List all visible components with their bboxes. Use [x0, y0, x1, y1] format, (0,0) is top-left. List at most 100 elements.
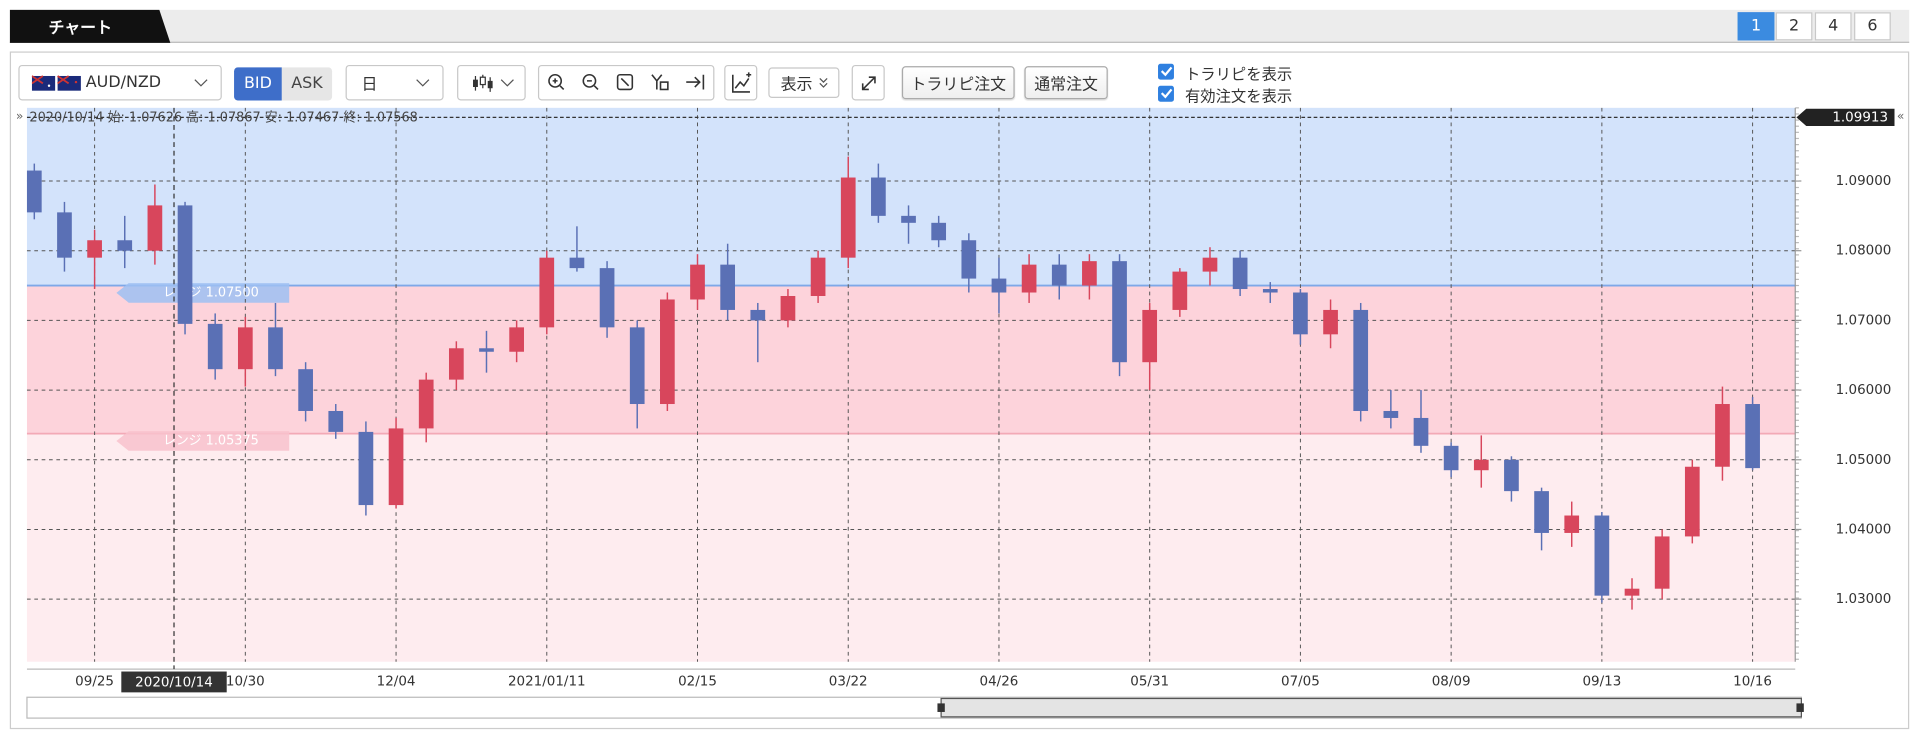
range-label: レンジ 1.07500 — [163, 285, 259, 300]
chevron — [500, 78, 514, 87]
candle-body — [1142, 309, 1158, 363]
collapse-left: » — [16, 109, 24, 123]
bid-button[interactable]: BID — [234, 67, 282, 101]
period-label: 日 — [361, 75, 378, 95]
chevron — [819, 77, 828, 88]
page-button[interactable]: 2 — [1775, 12, 1813, 41]
range-label: レンジ 1.05375 — [163, 433, 259, 448]
trarepi-order-button[interactable]: トラリピ注文 — [901, 66, 1015, 100]
candle-body — [1443, 445, 1459, 471]
indicator-button[interactable] — [724, 64, 758, 101]
crosshair-date: 2020/10/14 — [135, 675, 213, 691]
candle-body — [1021, 264, 1037, 293]
candle-body — [1684, 466, 1700, 537]
ask-button[interactable]: ASK — [281, 67, 333, 101]
fit[interactable] — [616, 73, 634, 91]
display-label: 表示 — [780, 75, 813, 95]
to-end[interactable] — [686, 74, 705, 90]
page-button[interactable]: 6 — [1854, 12, 1891, 41]
y-tick-label: 1.03000 — [1836, 591, 1892, 607]
x-tick-label: 12/04 — [377, 673, 416, 689]
y-lock[interactable] — [651, 74, 669, 91]
info-field-label: 安: — [265, 110, 282, 125]
checkboxes[interactable] — [1157, 62, 1177, 104]
y-tick-label: 1.09000 — [1836, 173, 1892, 189]
scroll-thumb[interactable] — [940, 697, 1802, 718]
candle-body — [1112, 261, 1127, 363]
check-label[interactable]: 有効注文を表示 — [1184, 87, 1293, 106]
tab-shape — [9, 9, 171, 43]
candle-body — [1534, 491, 1549, 533]
candle-body — [1202, 257, 1218, 272]
tab-title[interactable]: チャート — [48, 19, 113, 38]
x-tick-label: 10/30 — [226, 673, 265, 689]
pair-select[interactable]: AUD/NZD — [18, 64, 222, 101]
range-band — [26, 285, 1796, 434]
flags — [31, 74, 81, 91]
candle-body — [418, 379, 434, 429]
display-select[interactable]: 表示 — [768, 67, 840, 99]
ohlc-info: 2020/10/14 始: 1.07626 高: 1.07867 安: 1.07… — [29, 109, 417, 125]
x-tick-label: 04/26 — [980, 673, 1019, 689]
expand-button[interactable] — [851, 64, 885, 101]
check-label[interactable]: トラリピを表示 — [1184, 64, 1293, 84]
x-tick-label: 07/05 — [1281, 673, 1320, 689]
candle-body — [1504, 459, 1519, 492]
info-field-value: 1.07568 — [365, 110, 418, 125]
candle-body — [810, 257, 826, 296]
x-tick-label: 09/25 — [75, 673, 114, 689]
candle-body — [207, 323, 223, 370]
range-band — [26, 107, 1796, 286]
zoom-tools — [537, 64, 715, 101]
x-tick-label: 02/15 — [678, 673, 717, 689]
chevron — [416, 78, 430, 87]
collapse-right: « — [1897, 109, 1905, 123]
candle-body — [1413, 417, 1429, 446]
candle-icon — [473, 74, 493, 92]
y-tick-label: 1.08000 — [1836, 243, 1892, 259]
range-band — [26, 433, 1796, 662]
candle-body — [991, 278, 1007, 293]
candle-body — [509, 327, 524, 352]
chart-type-select[interactable] — [457, 64, 526, 101]
candle-body — [26, 170, 42, 213]
candle-body — [268, 327, 283, 370]
crosshair-date-box — [121, 671, 227, 693]
candle-body — [1051, 264, 1067, 286]
candle-body — [1232, 257, 1248, 290]
scroll-handle — [1796, 703, 1804, 712]
period-select[interactable]: 日 — [345, 64, 444, 101]
candle-body — [87, 240, 102, 258]
info-field-label: 終: — [343, 109, 360, 125]
candle-body — [1323, 309, 1338, 335]
candle-body — [479, 348, 494, 352]
scroll-handle — [937, 703, 945, 712]
candle-body — [1564, 515, 1580, 533]
candle-body — [117, 240, 133, 251]
candle-body — [237, 327, 253, 370]
y-tick-label: 1.05000 — [1836, 452, 1892, 468]
x-tick-label: 03/22 — [829, 673, 868, 689]
x-tick-label: 2021/01/11 — [508, 673, 586, 689]
chevron — [194, 78, 208, 87]
page-button[interactable]: 1 — [1737, 12, 1775, 41]
x-tick-label: 10/16 — [1733, 673, 1772, 689]
candle-body — [720, 264, 736, 310]
zoom-out[interactable] — [582, 73, 599, 91]
candle-body — [690, 264, 705, 300]
candle-body — [1654, 536, 1670, 589]
candle-body — [539, 257, 555, 328]
zoom-in[interactable] — [548, 73, 565, 91]
price-tag — [1796, 108, 1895, 126]
page-button[interactable]: 4 — [1814, 12, 1852, 41]
candle-body — [298, 369, 313, 411]
price-tag-label: 1.09913 — [1832, 109, 1888, 125]
candle-body — [931, 222, 947, 241]
candle-body — [901, 215, 916, 223]
pair-label: AUD/NZD — [85, 73, 162, 92]
candle-body — [1624, 588, 1640, 596]
normal-order-button[interactable]: 通常注文 — [1024, 66, 1108, 100]
candle-body — [1594, 515, 1610, 596]
candle-body — [388, 428, 404, 506]
